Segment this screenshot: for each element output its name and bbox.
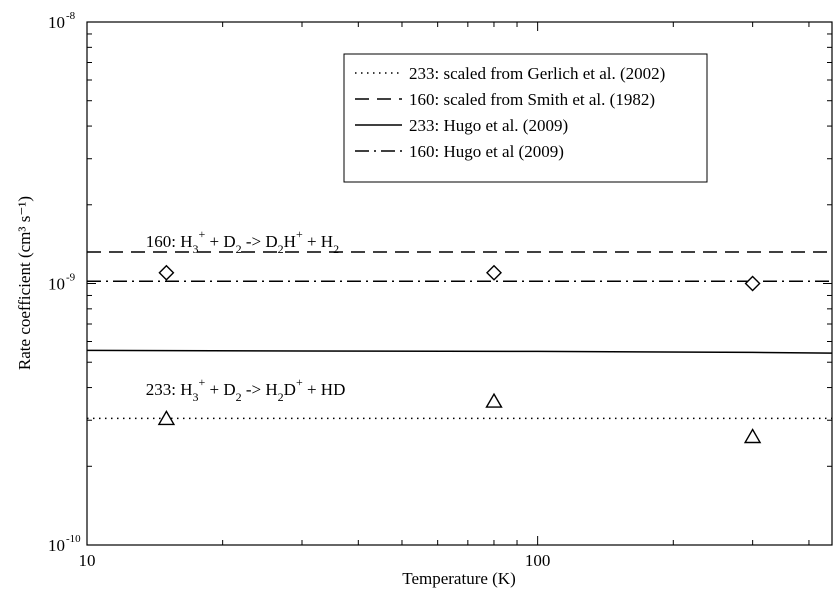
triangle-marker xyxy=(157,409,176,426)
y-tick-exponent: -8 xyxy=(66,10,76,22)
legend-label: 160: Hugo et al (2009) xyxy=(409,142,564,161)
y-tick-label: 10 xyxy=(48,275,65,294)
minor-ticks xyxy=(87,22,832,545)
y-axis-label: Rate coefficient (cm³ s⁻¹) xyxy=(15,196,34,370)
series-line-solid xyxy=(86,349,833,354)
y-tick-exponent: -10 xyxy=(66,533,81,545)
diamond-marker xyxy=(486,264,502,281)
legend: 233: scaled from Gerlich et al. (2002) 16… xyxy=(343,53,708,183)
diamond-marker xyxy=(744,275,761,292)
series-layer xyxy=(86,251,833,420)
annotation-reaction-233: 233: H3+ + D2 -> H2D+ + HD xyxy=(146,375,346,404)
triangle-marker xyxy=(485,392,503,408)
legend-label: 233: Hugo et al. (2009) xyxy=(409,116,568,135)
triangle-marker xyxy=(743,428,762,444)
y-tick-label: 10 xyxy=(48,536,65,555)
diamond-marker xyxy=(158,264,175,281)
x-tick-label: 10 xyxy=(79,551,96,570)
x-tick-label: 100 xyxy=(525,551,551,570)
y-tick-exponent: -9 xyxy=(66,272,76,284)
legend-box xyxy=(343,53,708,183)
marker-layer xyxy=(157,264,762,444)
legend-label: 160: scaled from Smith et al. (1982) xyxy=(409,90,655,109)
y-tick-label: 10 xyxy=(48,13,65,32)
annotation-reaction-160: 160: H3+ + D2 -> D2H+ + H2 xyxy=(146,227,339,256)
annotations: 160: H3+ + D2 -> D2H+ + H2 233: H3+ + D2 … xyxy=(146,227,346,404)
x-axis-label: Temperature (K) xyxy=(402,569,516,588)
legend-label: 233: scaled from Gerlich et al. (2002) xyxy=(409,64,665,83)
